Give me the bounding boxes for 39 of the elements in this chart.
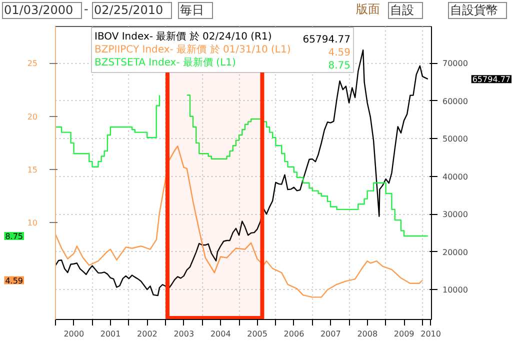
y-tick-label: 20 [27, 112, 38, 122]
x-tick-label: 2010 [420, 330, 441, 338]
y2-tick-label: 70000 [442, 59, 468, 68]
y2-tick-label: 40000 [442, 172, 468, 182]
line-series [56, 146, 424, 298]
x-tick-label: 2000 [64, 330, 84, 338]
x-tick-label: 2009 [394, 330, 414, 338]
text: 65794.77 [472, 75, 511, 84]
text: 版面 [356, 2, 380, 17]
text: - [84, 2, 88, 17]
text: 8.75 [5, 232, 24, 242]
text: 01/03/2000 [2, 2, 82, 19]
annotation: 8.75 [328, 60, 350, 72]
y2-tick-label: 60000 [442, 96, 468, 106]
x-tick-label: 2004 [210, 330, 231, 338]
annotation: 4.59 [328, 48, 350, 58]
y2-tick-label: 50000 [442, 134, 468, 144]
y-tick-label: 10 [27, 218, 38, 228]
x-tick-label: 2003 [174, 330, 194, 338]
x-tick-label: 2007 [320, 330, 341, 338]
y2-tick-label: 10000 [442, 286, 468, 295]
y2-tick-label: 30000 [442, 210, 468, 220]
x-tick-label: 2005 [247, 330, 268, 338]
x-tick-label: 2001 [100, 330, 121, 338]
x-tick-label: 2008 [357, 330, 378, 338]
y-tick-label: 15 [27, 166, 38, 175]
annotation: 65794.77 [302, 34, 351, 46]
text: 4.59 [5, 276, 24, 286]
text: 02/25/2010 [92, 2, 172, 19]
text: 自設 [388, 2, 423, 19]
text: BZSTSETA Index- 最新價 (L1) [94, 56, 236, 68]
y2-tick-label: 20000 [442, 248, 468, 257]
y-tick-label: 25 [27, 59, 38, 68]
text: 毎日 [178, 2, 213, 19]
text: BZPIIPCY Index- 最新價 於 01/31/10 (L1) [94, 44, 291, 56]
text: 自設貨幣 [448, 2, 507, 19]
x-tick-label: 2006 [284, 330, 304, 338]
text: IBOV Index- 最新價 於 02/24/10 (R1) [94, 30, 272, 42]
x-tick-label: 2002 [137, 330, 158, 338]
